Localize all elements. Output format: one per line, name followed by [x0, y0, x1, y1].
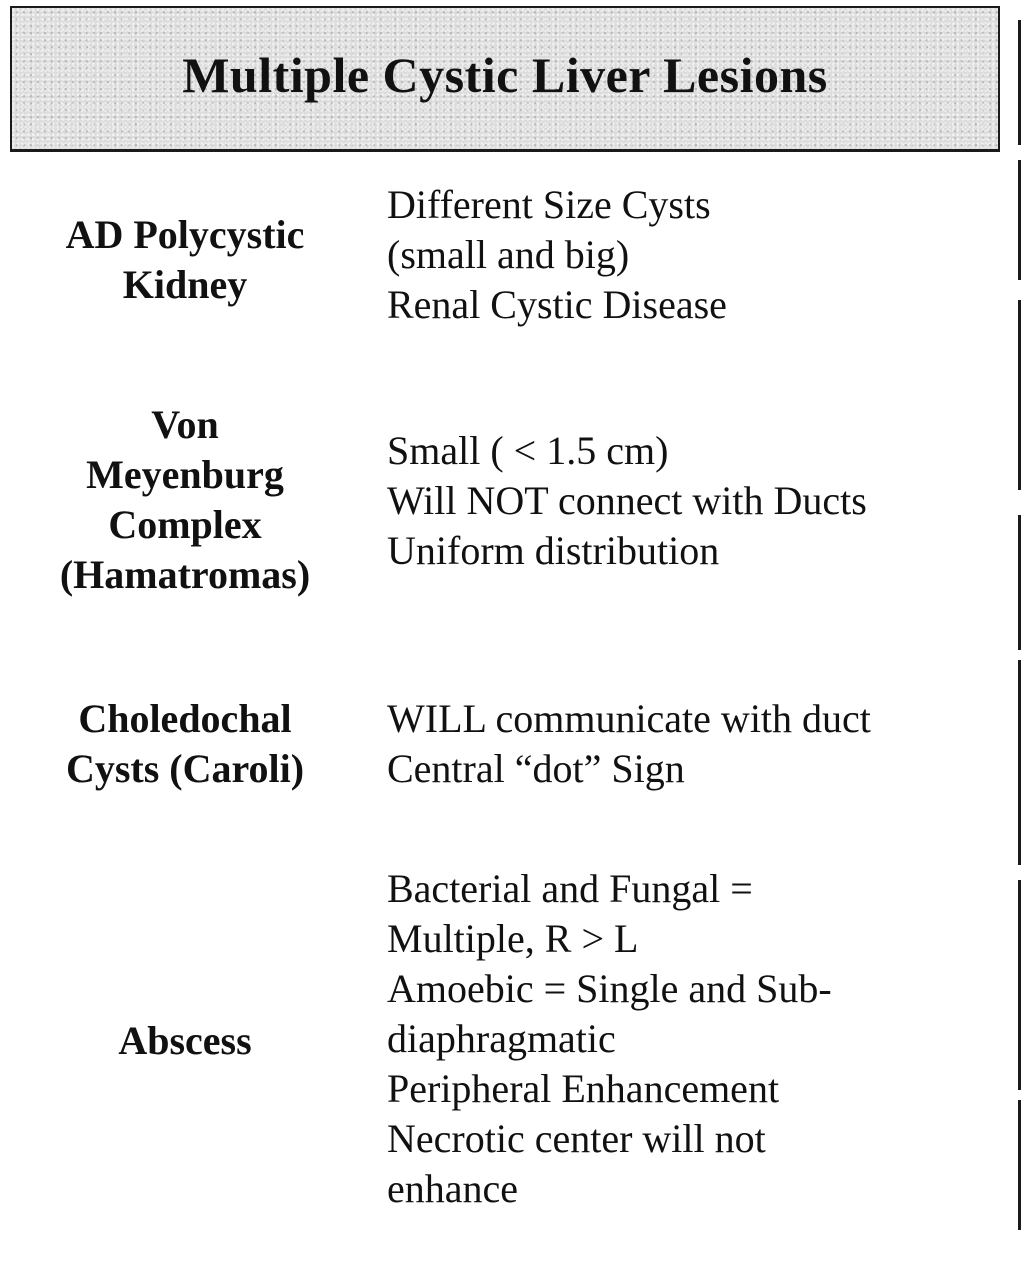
entry-description-line: Central “dot” Sign — [387, 746, 685, 791]
entry-term-line: Abscess — [118, 1018, 252, 1063]
entry-description-line: Multiple, R > L — [387, 916, 639, 961]
entry-term-line: (Hamatromas) — [59, 552, 311, 597]
entry-description-line: Amoebic = Single and Sub- — [387, 966, 832, 1011]
entry-term: Abscess — [30, 1016, 340, 1066]
entry-description-line: WILL communicate with duct — [387, 696, 871, 741]
entry-term-line: Kidney — [122, 262, 248, 307]
entry-description-line: Bacterial and Fungal = — [387, 866, 753, 911]
entry-description-line: enhance — [387, 1166, 519, 1211]
entry-description: Small ( < 1.5 cm) Will NOT connect with … — [387, 426, 987, 576]
title-banner: Multiple Cystic Liver Lesions — [10, 6, 1000, 152]
page-edge-rule — [1018, 515, 1021, 650]
entry-description-line: Will NOT connect with Ducts — [387, 478, 867, 523]
entry-term-line: Von — [151, 402, 219, 447]
entry-term-line: AD Polycystic — [65, 212, 305, 257]
page-edge-rule — [1018, 880, 1021, 1090]
entry-description-line: diaphragmatic — [387, 1016, 616, 1061]
entry-term-line: Choledochal — [78, 696, 292, 741]
page-title: Multiple Cystic Liver Lesions — [182, 46, 828, 103]
page-edge-rule — [1018, 20, 1021, 145]
entry-term-line: Cysts (Caroli) — [65, 746, 305, 791]
entry-description-line: Renal Cystic Disease — [387, 282, 727, 327]
entry-description-line: Peripheral Enhancement — [387, 1066, 780, 1111]
entry-description: Bacterial and Fungal = Multiple, R > L A… — [387, 864, 987, 1214]
entry-description-line: Small ( < 1.5 cm) — [387, 428, 669, 473]
page-edge-rule — [1018, 160, 1021, 280]
entry-description-line: Necrotic center will not — [387, 1116, 766, 1161]
page-edge-rule — [1018, 300, 1021, 490]
entry-description-line: Different Size Cysts — [387, 182, 711, 227]
entry-term: Choledochal Cysts (Caroli) — [30, 694, 340, 794]
entry-description: WILL communicate with duct Central “dot”… — [387, 694, 987, 794]
entry-term: Von Meyenburg Complex (Hamatromas) — [30, 400, 340, 600]
entry-term-line: Complex — [108, 502, 262, 547]
entry-description-line: (small and big) — [387, 232, 630, 277]
page-edge-rule — [1018, 660, 1021, 865]
entry-description-line: Uniform distribution — [387, 528, 720, 573]
page-edge-rule — [1018, 1100, 1021, 1230]
entry-term-line: Meyenburg — [86, 452, 284, 497]
entry-term: AD Polycystic Kidney — [30, 210, 340, 310]
entry-description: Different Size Cysts (small and big) Ren… — [387, 180, 987, 330]
